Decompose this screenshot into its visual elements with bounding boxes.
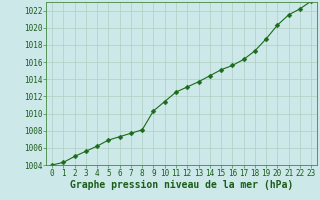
- X-axis label: Graphe pression niveau de la mer (hPa): Graphe pression niveau de la mer (hPa): [70, 180, 293, 190]
